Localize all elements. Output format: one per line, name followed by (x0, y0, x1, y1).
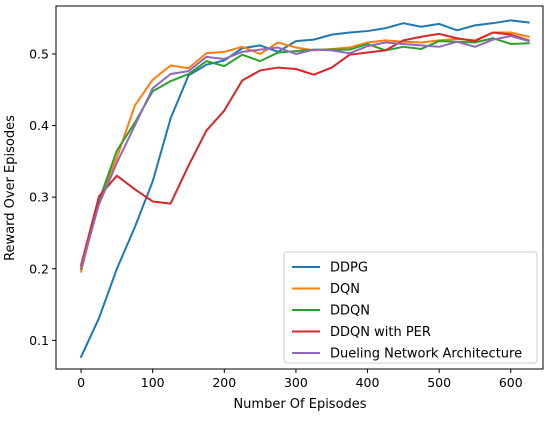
x-tick-label: 600 (499, 375, 523, 390)
legend-box (283, 251, 538, 364)
y-tick-label: 0.4 (29, 118, 49, 133)
x-tick-label: 100 (141, 375, 165, 390)
plot-frame (55, 5, 544, 370)
x-tick-label: 400 (356, 375, 380, 390)
series-layer (79, 19, 530, 359)
y-axis-ticks: 0.1 0.2 0.3 0.4 0.5 (29, 46, 56, 348)
legend-label: DDQN (330, 304, 370, 319)
x-tick-label: 200 (212, 375, 236, 390)
series-line-2 (79, 31, 530, 273)
x-axis-ticks: 0 100 200 300 400 500 600 (77, 369, 523, 390)
y-tick-label: 0.2 (29, 261, 49, 276)
series-line-5 (79, 35, 530, 270)
legend-label: Dueling Network Architecture (330, 347, 522, 362)
y-tick-label: 0.3 (29, 190, 49, 205)
legend: DDPG DQN DDQN DDQN with PER Dueling Network … (283, 251, 538, 364)
y-tick-label: 0.1 (29, 333, 49, 348)
series-line-4 (79, 31, 530, 267)
legend-label: DDPG (330, 261, 368, 276)
legend-label: DQN (330, 282, 360, 297)
y-tick-label: 0.5 (29, 46, 49, 61)
y-axis-label: Reward Over Episodes (3, 115, 18, 261)
series-line-1 (79, 19, 530, 359)
legend-label: DDQN with PER (330, 325, 431, 340)
x-tick-label: 300 (284, 375, 308, 390)
x-tick-label: 500 (427, 375, 451, 390)
x-tick-label: 0 (77, 375, 85, 390)
x-axis-label: Number Of Episodes (233, 397, 366, 412)
